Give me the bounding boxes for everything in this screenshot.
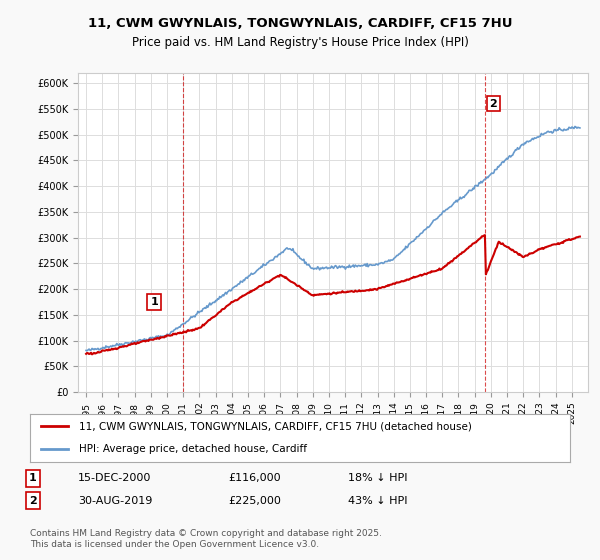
Text: 11, CWM GWYNLAIS, TONGWYNLAIS, CARDIFF, CF15 7HU (detached house): 11, CWM GWYNLAIS, TONGWYNLAIS, CARDIFF, … xyxy=(79,421,472,431)
Text: £225,000: £225,000 xyxy=(228,496,281,506)
Text: 2: 2 xyxy=(490,99,497,109)
Text: 43% ↓ HPI: 43% ↓ HPI xyxy=(348,496,407,506)
Text: £116,000: £116,000 xyxy=(228,473,281,483)
Text: 15-DEC-2000: 15-DEC-2000 xyxy=(78,473,151,483)
Text: 18% ↓ HPI: 18% ↓ HPI xyxy=(348,473,407,483)
Text: Contains HM Land Registry data © Crown copyright and database right 2025.
This d: Contains HM Land Registry data © Crown c… xyxy=(30,529,382,549)
Text: 1: 1 xyxy=(150,297,158,307)
Text: 11, CWM GWYNLAIS, TONGWYNLAIS, CARDIFF, CF15 7HU: 11, CWM GWYNLAIS, TONGWYNLAIS, CARDIFF, … xyxy=(88,17,512,30)
Text: 30-AUG-2019: 30-AUG-2019 xyxy=(78,496,152,506)
Text: Price paid vs. HM Land Registry's House Price Index (HPI): Price paid vs. HM Land Registry's House … xyxy=(131,36,469,49)
Text: 2: 2 xyxy=(29,496,37,506)
Text: HPI: Average price, detached house, Cardiff: HPI: Average price, detached house, Card… xyxy=(79,444,307,454)
Text: 1: 1 xyxy=(29,473,37,483)
